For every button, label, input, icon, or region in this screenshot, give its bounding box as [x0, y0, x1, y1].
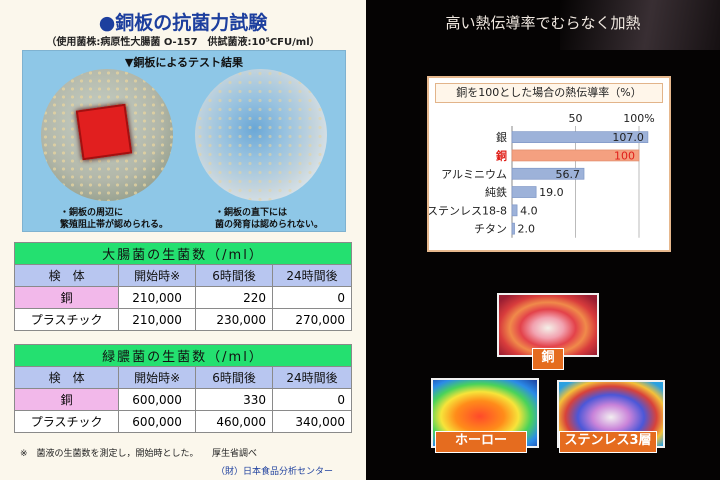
ecoli-table: 大腸菌の生菌数（/ml） 検 体 開始時※ 6時間後 24時間後 銅 210,0…	[13, 242, 352, 331]
data-label: 107.0	[612, 131, 644, 144]
count-start: 210,000	[118, 308, 197, 331]
sample-label: プラスチック	[13, 410, 120, 433]
petri-dish-under-plate	[195, 69, 327, 201]
page-title: ●銅板の抗菌力試験	[98, 12, 268, 34]
bar	[511, 131, 649, 144]
thermal-label-stainless: ステンレス3層	[559, 431, 657, 453]
column-header: 検 体	[13, 366, 120, 389]
column-header: 6時間後	[195, 366, 274, 389]
count-start: 600,000	[118, 388, 197, 411]
petri-dish-copper	[41, 69, 173, 201]
light-flare	[560, 0, 720, 50]
petri-dish-photo: ▼銅板によるテスト結果 ・銅板の周辺に 繁殖阻止帯が認められる。 ・銅板の直下に…	[22, 50, 346, 232]
chart-plot: 50 100% 銀 107.0 銅 100 アルミニウム 56.7 純鉄 19.0 ステンレス18-…	[429, 112, 655, 238]
count-6h: 460,000	[195, 410, 274, 433]
chart-title: 銅を100とした場合の熱伝導率（%）	[435, 83, 663, 103]
table-heading: 緑膿菌の生菌数（/ml）	[14, 344, 352, 367]
tick-label: 50	[569, 112, 583, 125]
category-label: アルミニウム	[441, 168, 507, 181]
category-label: 銀	[496, 130, 507, 144]
count-24h: 270,000	[272, 308, 352, 331]
bar	[511, 204, 518, 217]
table-row: プラスチック 210,000 230,000 270,000	[13, 308, 352, 331]
observation-note-right: ・銅板の直下には 菌の発育は認められない。	[215, 208, 324, 230]
test-conditions: （使用菌株:病原性大腸菌 O-157 供試菌液:10⁵CFU/ml）	[46, 37, 320, 48]
tick-label: 100%	[623, 112, 654, 125]
category-label: 純鉄	[485, 185, 507, 199]
column-header: 開始時※	[118, 366, 197, 389]
count-24h: 0	[272, 286, 352, 309]
copper-plate	[75, 103, 133, 161]
sample-label: プラスチック	[13, 308, 120, 331]
bar	[511, 167, 585, 180]
data-label: 4.0	[520, 204, 538, 217]
data-label: 56.7	[556, 168, 581, 181]
count-start: 600,000	[118, 410, 197, 433]
category-label: 銅	[496, 148, 507, 162]
count-6h: 330	[195, 388, 274, 411]
column-header: 24時間後	[272, 366, 352, 389]
column-header: 6時間後	[195, 264, 274, 287]
photo-caption: ▼銅板によるテスト結果	[124, 56, 244, 69]
pseudomonas-table: 緑膿菌の生菌数（/ml） 検 体 開始時※ 6時間後 24時間後 銅 600,0…	[13, 344, 352, 433]
source-credit: （財）日本食品分析センター	[216, 467, 334, 477]
footnote: ※ 菌液の生菌数を測定し，開始時とした。 厚生省調べ	[20, 449, 258, 459]
thermal-label-copper: 銅	[532, 348, 564, 370]
observation-note-left: ・銅板の周辺に 繁殖阻止帯が認められる。	[60, 208, 169, 230]
bar	[511, 149, 640, 162]
data-label: 100	[614, 149, 635, 162]
thermal-conductivity-chart: 銅を100とした場合の熱伝導率（%） 50 100% 銀 107.0 銅 100 アルミニウ…	[427, 76, 671, 252]
column-header: 24時間後	[272, 264, 352, 287]
category-label: ステンレス18-8	[429, 204, 507, 217]
data-label: 2.0	[518, 223, 536, 236]
table-row: プラスチック 600,000 460,000 340,000	[13, 410, 352, 433]
sample-label: 銅	[13, 286, 120, 309]
column-header: 開始時※	[118, 264, 197, 287]
data-label: 19.0	[539, 186, 564, 199]
category-label: チタン	[474, 223, 507, 236]
thermal-label-enamel: ホーロー	[435, 431, 527, 453]
table-row: 銅 210,000 220 0	[13, 286, 352, 309]
column-header: 検 体	[13, 264, 120, 287]
bar	[511, 186, 537, 198]
table-heading: 大腸菌の生菌数（/ml）	[14, 242, 352, 265]
table-row: 銅 600,000 330 0	[13, 388, 352, 411]
count-24h: 0	[272, 388, 352, 411]
right-title: 高い熱伝導率でむらなく加熱	[445, 14, 641, 32]
count-start: 210,000	[118, 286, 197, 309]
sample-label: 銅	[13, 388, 120, 411]
bar	[511, 222, 515, 235]
count-6h: 230,000	[195, 308, 274, 331]
count-24h: 340,000	[272, 410, 352, 433]
count-6h: 220	[195, 286, 274, 309]
